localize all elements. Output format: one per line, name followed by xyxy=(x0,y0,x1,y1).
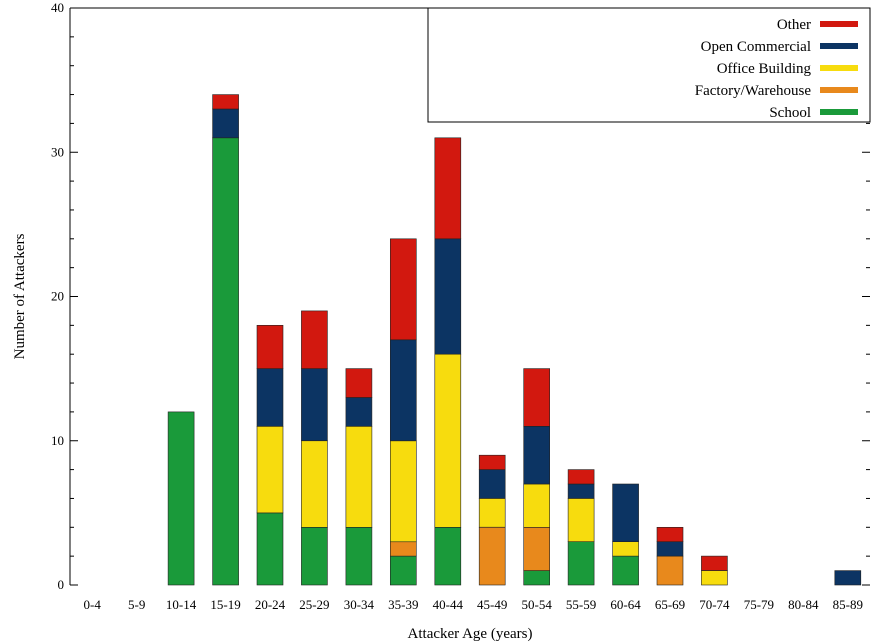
bar-segment-office-building-30-34 xyxy=(345,425,373,528)
x-tick-label: 20-24 xyxy=(255,597,286,612)
legend-label: School xyxy=(769,105,811,121)
bar-segment-office-building-35-39 xyxy=(389,440,417,543)
x-tick-label: 70-74 xyxy=(699,597,730,612)
x-tick-label: 60-64 xyxy=(610,597,641,612)
legend-label: Open Commercial xyxy=(701,39,811,55)
y-tick-label: 40 xyxy=(51,0,64,15)
x-tick-labels: 0-4 5-9 10-14 15-19 20-24 25-29 30-34 35-39 40-4… xyxy=(84,597,863,612)
legend-box xyxy=(427,7,871,123)
x-tick-label: 10-14 xyxy=(166,597,197,612)
bar-segment-open-commercial-45-49 xyxy=(478,469,506,499)
bar-segment-office-building-50-54 xyxy=(523,483,551,528)
bar-segment-office-building-70-74 xyxy=(701,570,728,586)
x-tick-label: 25-29 xyxy=(299,597,329,612)
bar-segment-open-commercial-20-24 xyxy=(256,368,284,427)
bar-segment-open-commercial-60-64 xyxy=(612,483,639,543)
bar-segment-school-40-44 xyxy=(434,526,462,586)
legend-label: Other xyxy=(777,17,811,33)
bar-segment-school-10-14 xyxy=(167,411,195,586)
y-tick-label: 0 xyxy=(58,577,65,592)
bar-segment-open-commercial-25-29 xyxy=(301,368,328,442)
bar-segment-school-25-29 xyxy=(301,526,328,586)
bar-segment-school-50-54 xyxy=(523,570,551,586)
y-tick-label: 10 xyxy=(51,433,64,448)
x-tick-label: 0-4 xyxy=(84,597,102,612)
bar-segment-other-25-29 xyxy=(301,310,328,369)
bar-segment-open-commercial-55-59 xyxy=(567,483,595,499)
legend-swatch xyxy=(820,43,858,49)
y-axis-title: Number of Attackers xyxy=(12,233,28,359)
x-tick-label: 35-39 xyxy=(388,597,418,612)
x-tick-label: 85-89 xyxy=(833,597,863,612)
bar-segment-open-commercial-15-19 xyxy=(212,108,239,139)
bar-segment-school-20-24 xyxy=(256,512,284,586)
legend: Other Open Commercial Office Building Facto… xyxy=(427,7,871,123)
bar-segment-other-20-24 xyxy=(256,324,284,369)
x-axis-title: Attacker Age (years) xyxy=(408,626,533,642)
bar-segment-other-30-34 xyxy=(345,368,373,398)
legend-label: Office Building xyxy=(717,61,812,77)
bar-segment-office-building-25-29 xyxy=(301,440,328,528)
x-tick-label: 30-34 xyxy=(344,597,375,612)
bar-segment-other-15-19 xyxy=(212,94,239,110)
bar-segment-open-commercial-65-69 xyxy=(656,541,684,557)
legend-swatch xyxy=(820,109,858,115)
legend-label: Factory/Warehouse xyxy=(695,83,812,99)
bar-segment-school-60-64 xyxy=(612,555,639,586)
legend-swatch xyxy=(820,65,858,71)
bar-segment-open-commercial-50-54 xyxy=(523,425,551,485)
bar-segment-open-commercial-30-34 xyxy=(345,397,373,427)
bar-segment-open-commercial-85-89 xyxy=(834,570,862,586)
bar-segment-other-55-59 xyxy=(567,469,595,485)
bar-segment-factory-warehouse-45-49 xyxy=(478,526,506,586)
x-tick-label: 40-44 xyxy=(433,597,464,612)
x-tick-label: 5-9 xyxy=(128,597,145,612)
bar-segment-open-commercial-40-44 xyxy=(434,238,462,355)
bar-segment-factory-warehouse-50-54 xyxy=(523,526,551,571)
bar-segment-office-building-55-59 xyxy=(567,498,595,542)
bar-segment-school-35-39 xyxy=(389,555,417,586)
bar-segment-office-building-60-64 xyxy=(612,541,639,557)
bar-segment-office-building-45-49 xyxy=(478,498,506,528)
bar-segment-office-building-20-24 xyxy=(256,425,284,514)
x-tick-label: 45-49 xyxy=(477,597,507,612)
bar-segment-school-15-19 xyxy=(212,137,239,586)
bar-segment-other-40-44 xyxy=(434,137,462,240)
bar-segment-other-45-49 xyxy=(478,454,506,470)
bar-segment-school-30-34 xyxy=(345,526,373,586)
bar-segment-school-55-59 xyxy=(567,541,595,586)
bar-segment-factory-warehouse-35-39 xyxy=(389,541,417,557)
x-tick-label: 55-59 xyxy=(566,597,596,612)
y-tick-label: 30 xyxy=(51,144,64,159)
bar-segment-other-70-74 xyxy=(701,555,728,571)
x-tick-label: 50-54 xyxy=(522,597,553,612)
bar-segment-office-building-40-44 xyxy=(434,353,462,528)
x-tick-label: 15-19 xyxy=(210,597,240,612)
bar-segment-other-50-54 xyxy=(523,368,551,427)
bar-segment-other-65-69 xyxy=(656,526,684,542)
legend-swatch xyxy=(820,21,858,27)
y-tick-label: 20 xyxy=(51,289,64,304)
x-tick-label: 65-69 xyxy=(655,597,685,612)
y-tick-labels: 0 10 20 30 40 xyxy=(51,0,64,592)
bar-segment-other-35-39 xyxy=(389,238,417,341)
bar-segment-factory-warehouse-65-69 xyxy=(656,555,684,586)
x-tick-label: 75-79 xyxy=(744,597,774,612)
bars-group xyxy=(167,94,862,586)
bar-segment-open-commercial-35-39 xyxy=(389,339,417,442)
x-tick-label: 80-84 xyxy=(788,597,819,612)
legend-swatch xyxy=(820,87,858,93)
